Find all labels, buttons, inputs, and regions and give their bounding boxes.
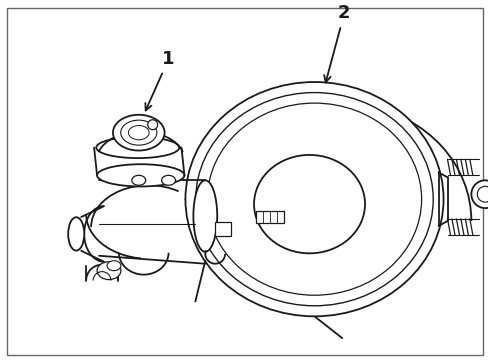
Ellipse shape bbox=[121, 120, 157, 145]
Ellipse shape bbox=[68, 217, 84, 251]
Ellipse shape bbox=[194, 180, 217, 252]
Ellipse shape bbox=[132, 175, 146, 185]
Circle shape bbox=[471, 180, 490, 208]
Ellipse shape bbox=[196, 93, 433, 306]
Ellipse shape bbox=[207, 103, 421, 295]
Ellipse shape bbox=[97, 262, 121, 280]
Bar bbox=[215, 222, 231, 236]
Text: 1: 1 bbox=[146, 50, 175, 111]
Ellipse shape bbox=[107, 261, 121, 271]
Ellipse shape bbox=[96, 137, 179, 158]
Text: 2: 2 bbox=[324, 4, 350, 82]
Bar bbox=[256, 211, 284, 223]
Ellipse shape bbox=[254, 155, 365, 253]
Ellipse shape bbox=[128, 126, 149, 140]
Ellipse shape bbox=[185, 82, 443, 316]
Ellipse shape bbox=[113, 115, 165, 150]
Circle shape bbox=[477, 186, 490, 202]
Circle shape bbox=[147, 120, 158, 130]
Ellipse shape bbox=[97, 164, 184, 186]
Ellipse shape bbox=[162, 175, 175, 185]
